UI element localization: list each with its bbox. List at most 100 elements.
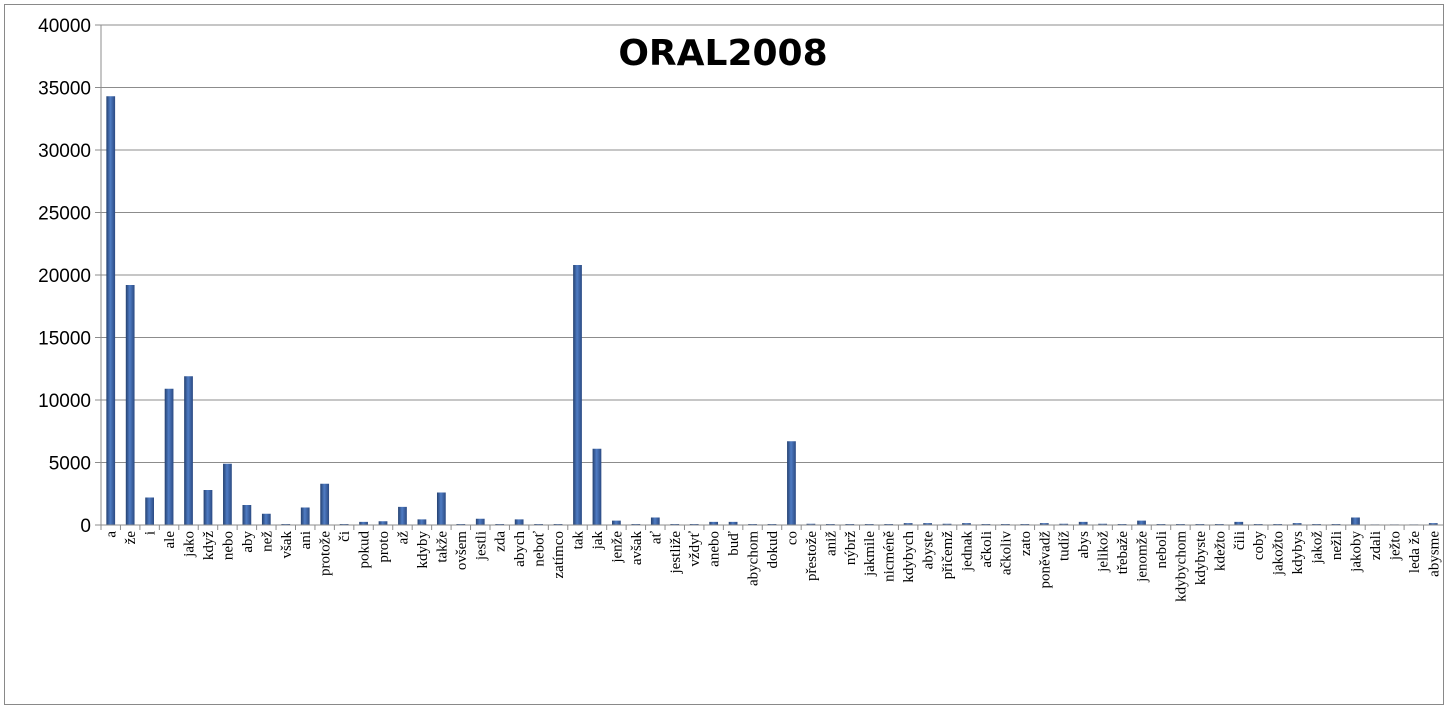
bar bbox=[223, 463, 232, 525]
x-tick-label: nebo bbox=[220, 531, 236, 560]
bar bbox=[320, 483, 330, 525]
bar bbox=[145, 497, 154, 525]
bar bbox=[164, 388, 174, 525]
x-tick-label: jak bbox=[590, 531, 606, 551]
bar bbox=[806, 523, 816, 525]
x-tick-label: abychom bbox=[746, 531, 762, 586]
bar bbox=[1098, 523, 1108, 525]
bar-chart: 0 5000 10000 15000 20000 25000 30000 35000 40000… bbox=[38, 16, 1443, 602]
x-tick-label: pokud bbox=[357, 531, 373, 569]
x-tick-label: přestože bbox=[804, 531, 820, 581]
x-tick-label: co bbox=[784, 531, 800, 545]
y-tick-label: 25000 bbox=[38, 204, 91, 225]
bar bbox=[650, 517, 660, 525]
bar bbox=[573, 265, 582, 525]
bar bbox=[106, 96, 116, 525]
x-tick-label: ani bbox=[298, 531, 314, 549]
x-tick-label: kdyby bbox=[415, 531, 431, 569]
x-tick-labels: a že i ale jako když nebo aby než však ani protože č… bbox=[104, 530, 1443, 601]
x-tick-label: kdybys bbox=[1290, 531, 1306, 575]
x-tick-label: kdybychom bbox=[1173, 531, 1189, 602]
x-tick-label: ačkoli bbox=[979, 531, 995, 568]
x-tick-label: jestliže bbox=[668, 531, 684, 575]
x-tick-label: jenže bbox=[609, 531, 625, 564]
y-tick-label: 15000 bbox=[38, 329, 91, 350]
x-tick-label: přičemž bbox=[940, 531, 956, 580]
bar bbox=[709, 521, 719, 525]
x-tick-label: až bbox=[395, 531, 411, 545]
bar bbox=[1137, 520, 1146, 525]
chart-title: ORAL2008 bbox=[618, 33, 827, 74]
x-tick-label: poněvadž bbox=[1037, 531, 1053, 589]
x-tick-label: neboť bbox=[532, 530, 548, 566]
bar bbox=[1234, 521, 1244, 525]
bar bbox=[398, 506, 407, 525]
y-tick-label: 35000 bbox=[38, 79, 91, 100]
bar bbox=[436, 492, 446, 525]
x-tick-label: i bbox=[143, 531, 159, 535]
x-tick-label: jelikož bbox=[1096, 531, 1112, 573]
x-tick-label: a bbox=[104, 531, 120, 538]
bar bbox=[1292, 523, 1302, 525]
bar bbox=[1428, 523, 1438, 525]
x-tick-label: abyste bbox=[921, 531, 937, 570]
bar bbox=[300, 507, 310, 525]
y-tick-label: 5000 bbox=[49, 454, 91, 475]
x-tick-label: leda že bbox=[1407, 531, 1423, 573]
x-tick-label: abys bbox=[1076, 531, 1092, 559]
bar bbox=[261, 513, 271, 525]
bar bbox=[203, 490, 213, 525]
x-tick-label: jako bbox=[182, 531, 198, 558]
x-tick-label: ovšem bbox=[454, 531, 470, 570]
bar bbox=[514, 519, 524, 525]
x-tick-label: neboli bbox=[1154, 531, 1170, 569]
x-tick-label: než bbox=[259, 531, 275, 552]
x-tick-label: abych bbox=[512, 531, 528, 567]
x-tick-label: avšak bbox=[629, 531, 645, 566]
x-tick-label: jakoby bbox=[1348, 531, 1364, 573]
x-tick-label: protože bbox=[318, 531, 334, 576]
bars bbox=[106, 96, 1438, 526]
bar bbox=[612, 520, 621, 525]
x-tick-label: jestli bbox=[473, 531, 489, 561]
y-tick-label: 10000 bbox=[38, 391, 91, 412]
bar bbox=[1078, 521, 1088, 525]
x-tick-label: kdežto bbox=[1212, 531, 1228, 571]
bar bbox=[1351, 517, 1360, 525]
x-tick-label: jakož bbox=[1310, 531, 1326, 565]
x-tick-label: buď bbox=[726, 531, 742, 556]
bar bbox=[903, 523, 913, 525]
x-tick-label: dokud bbox=[765, 531, 781, 569]
x-tick-label: tak bbox=[571, 531, 587, 550]
axes bbox=[95, 24, 1443, 530]
bar bbox=[728, 521, 738, 525]
x-tick-label: zatímco bbox=[551, 531, 567, 578]
bar bbox=[242, 505, 252, 525]
x-tick-label: či bbox=[337, 531, 353, 542]
x-tick-label: zato bbox=[1018, 531, 1034, 556]
bar bbox=[592, 448, 602, 525]
bar bbox=[378, 521, 388, 525]
x-tick-label: jakožto bbox=[1271, 531, 1287, 576]
x-tick-label: takže bbox=[434, 531, 450, 563]
x-tick-label: zda bbox=[493, 531, 509, 552]
x-tick-label: aby bbox=[240, 531, 256, 553]
bar bbox=[1059, 523, 1069, 525]
x-tick-label: jednak bbox=[959, 531, 975, 572]
y-tick-label: 0 bbox=[80, 516, 91, 537]
x-tick-label: aniž bbox=[823, 531, 839, 556]
x-tick-label: ale bbox=[162, 531, 178, 549]
x-tick-label: kdybych bbox=[901, 531, 917, 583]
bar bbox=[1039, 523, 1049, 525]
bar bbox=[787, 441, 796, 525]
x-tick-label: třebaže bbox=[1115, 531, 1131, 575]
bar bbox=[184, 376, 193, 525]
bar bbox=[359, 521, 368, 525]
x-tick-label: jakmile bbox=[862, 531, 878, 577]
x-tick-label: čili bbox=[1232, 531, 1248, 550]
x-tick-label: anebo bbox=[707, 531, 723, 567]
x-tick-label: coby bbox=[1251, 531, 1267, 561]
x-tick-label: abysme bbox=[1426, 531, 1442, 577]
x-tick-label: když bbox=[201, 531, 217, 561]
x-tick-label: že bbox=[123, 531, 139, 545]
